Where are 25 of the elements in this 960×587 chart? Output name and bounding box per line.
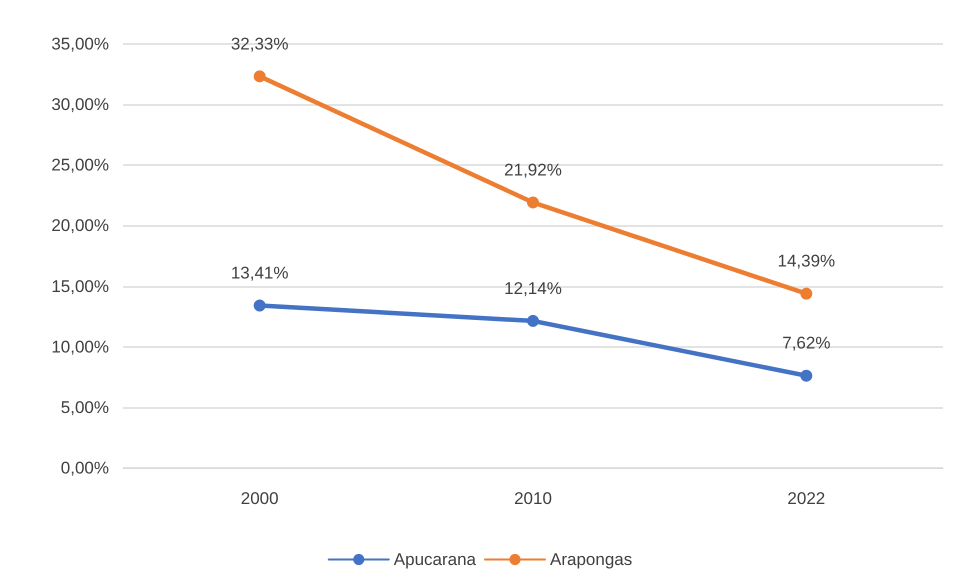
x-tick-label: 2000 [240,489,279,508]
data-label: 13,41% [230,264,289,283]
data-label: 14,39% [777,252,836,271]
data-label: 32,33% [230,34,289,54]
y-tick-label: 25,00% [51,156,109,175]
legend-label: Apucarana [394,550,477,569]
y-tick-label: 5,00% [60,398,109,417]
point [527,196,539,208]
legend-label: Arapongas [550,550,632,569]
data-label: 7,62% [782,334,830,353]
y-tick-label: 20,00% [51,216,109,236]
point [254,70,266,82]
data-label: 21,92% [504,160,562,180]
y-tick-label: 30,00% [51,95,109,114]
point [527,314,539,327]
data-label: 12,14% [504,278,562,298]
y-tick-label: 0,00% [60,458,109,478]
x-tick-label: 2010 [514,489,552,508]
y-tick-label: 35,00% [51,34,109,54]
y-tick-label: 10,00% [51,337,109,356]
point [254,300,266,312]
x-tick-label: 2022 [787,489,826,508]
point [800,288,812,300]
point [800,370,812,382]
y-tick-label: 15,00% [51,276,109,296]
